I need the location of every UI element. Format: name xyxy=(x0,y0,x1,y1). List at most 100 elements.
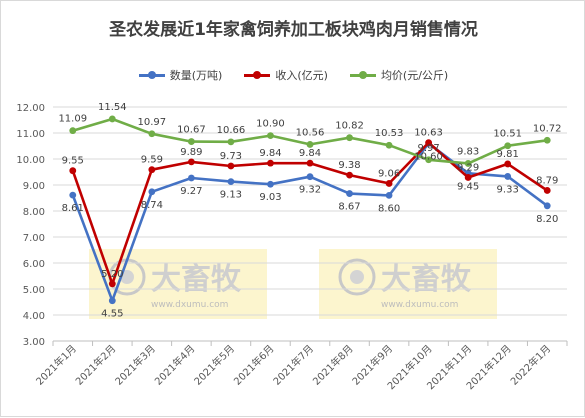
data-point-price xyxy=(227,138,235,146)
chart-legend: 数量(万吨) 收入(亿元) 均价(元/公斤) xyxy=(1,67,585,83)
data-point-revenue xyxy=(346,171,353,179)
y-tick-label: 7.00 xyxy=(23,233,45,244)
x-tick-label: 2021年1月 xyxy=(33,342,79,388)
data-label-revenue: 9.84 xyxy=(259,148,281,159)
data-point-revenue xyxy=(108,280,116,288)
data-label-revenue: 9.84 xyxy=(299,148,321,159)
legend-label-quantity: 数量(万吨) xyxy=(169,69,223,82)
data-label-price: 10.82 xyxy=(335,121,364,132)
grid-lines xyxy=(53,106,567,342)
y-tick-label: 3.00 xyxy=(23,337,45,348)
x-tick-label: 2021年7月 xyxy=(270,342,316,388)
data-label-quantity: 10.60 xyxy=(414,151,443,162)
data-label-quantity: 8.20 xyxy=(536,214,558,225)
data-point-price xyxy=(464,160,472,167)
data-label-revenue: 9.29 xyxy=(457,162,479,173)
data-point-price xyxy=(306,141,314,148)
data-label-price: 10.67 xyxy=(177,125,206,136)
data-point-quantity xyxy=(187,174,195,182)
data-point-price xyxy=(504,142,512,150)
data-label-revenue: 8.79 xyxy=(536,175,558,186)
data-label-revenue: 9.81 xyxy=(497,149,519,160)
data-label-quantity: 9.27 xyxy=(180,186,202,197)
data-label-quantity: 8.61 xyxy=(62,203,84,214)
data-label-quantity: 8.67 xyxy=(338,202,360,213)
data-point-price xyxy=(108,115,116,123)
watermark-brand: 大畜牧 xyxy=(151,262,242,297)
watermark-url: www.dxumu.com xyxy=(151,300,228,310)
data-point-price xyxy=(425,156,433,164)
x-tick-label: 2021年3月 xyxy=(112,342,158,388)
legend-swatch-quantity xyxy=(138,70,165,80)
data-label-price: 10.56 xyxy=(296,127,325,138)
data-label-quantity: 4.55 xyxy=(101,309,123,320)
data-point-price xyxy=(267,132,274,140)
y-tick-label: 6.00 xyxy=(23,259,45,270)
watermark-2: 大畜牧 www.dxumu.com xyxy=(319,249,497,319)
data-point-quantity xyxy=(267,180,274,188)
data-point-quantity xyxy=(108,297,116,305)
x-tick-label: 2021年8月 xyxy=(310,342,356,388)
data-point-revenue xyxy=(385,180,393,187)
data-label-quantity: 9.32 xyxy=(299,185,321,196)
data-label-price: 10.97 xyxy=(138,117,167,128)
data-point-revenue xyxy=(306,159,314,167)
data-label-revenue: 9.73 xyxy=(220,151,242,162)
y-tick-label: 9.00 xyxy=(23,181,45,192)
data-point-quantity xyxy=(69,191,77,199)
data-point-revenue xyxy=(464,174,472,181)
series-group xyxy=(69,115,551,305)
y-tick-label: 10.00 xyxy=(16,155,45,166)
x-tick-label: 2021年4月 xyxy=(152,342,198,388)
data-label-revenue: 9.38 xyxy=(338,160,360,171)
legend-label-price: 均价(元/公斤) xyxy=(380,69,449,82)
legend-item-quantity: 数量(万吨) xyxy=(138,67,223,83)
data-label-quantity: 9.33 xyxy=(497,184,519,195)
data-label-revenue: 9.59 xyxy=(141,155,163,166)
data-label-revenue: 9.55 xyxy=(62,156,84,167)
data-point-quantity xyxy=(504,173,512,180)
data-label-quantity: 9.13 xyxy=(220,190,242,201)
data-label-price: 10.72 xyxy=(533,123,562,134)
watermark-url: www.dxumu.com xyxy=(381,300,458,310)
watermark-logo-icon xyxy=(338,258,376,296)
data-point-price xyxy=(543,136,551,144)
data-point-price xyxy=(346,134,353,142)
data-label-revenue: 5.20 xyxy=(101,269,123,280)
y-tick-label: 12.00 xyxy=(16,103,45,114)
legend-swatch-revenue xyxy=(244,70,271,80)
legend-item-price: 均价(元/公斤) xyxy=(349,67,449,83)
data-label-quantity: 9.03 xyxy=(259,192,281,203)
data-point-quantity xyxy=(148,188,156,196)
data-label-revenue: 10.63 xyxy=(414,128,443,139)
y-axis: 3.00 4.00 5.00 6.00 7.00 8.00 9.00 10.00 11.00 12… xyxy=(16,103,45,348)
data-label-price: 10.51 xyxy=(493,129,522,140)
data-label-quantity: 8.74 xyxy=(141,200,163,211)
x-axis: 2021年1月2021年2月2021年3月2021年4月2021年5月2021年… xyxy=(33,341,568,392)
legend-label-revenue: 收入(亿元) xyxy=(275,69,328,82)
legend-item-revenue: 收入(亿元) xyxy=(244,67,328,83)
data-point-price xyxy=(187,138,195,145)
y-tick-label: 8.00 xyxy=(23,207,45,218)
watermark-brand: 大畜牧 xyxy=(381,262,472,297)
watermark-group: 大畜牧 www.dxumu.com 大畜牧 www.dxumu.com xyxy=(89,249,497,319)
data-label-quantity: 8.60 xyxy=(378,203,400,214)
watermark-logo-core xyxy=(350,270,364,284)
data-labels: 8.61 4.55 8.74 9.27 9.13 9.03 9.32 8.67 8.60 10.6… xyxy=(58,102,561,320)
data-point-quantity xyxy=(346,190,353,197)
data-label-price: 9.83 xyxy=(457,146,479,157)
y-tick-label: 11.00 xyxy=(16,129,45,140)
data-point-revenue xyxy=(148,166,156,174)
y-tick-label: 4.00 xyxy=(23,311,45,322)
data-point-quantity xyxy=(385,192,393,199)
data-point-revenue xyxy=(69,167,77,175)
data-point-quantity xyxy=(306,173,314,181)
data-point-revenue xyxy=(543,187,551,194)
data-label-revenue: 9.89 xyxy=(180,147,202,158)
y-tick-label: 5.00 xyxy=(23,285,45,296)
data-label-price: 11.09 xyxy=(58,114,87,125)
data-label-price: 10.66 xyxy=(217,125,246,136)
data-label-price: 10.53 xyxy=(375,128,404,139)
